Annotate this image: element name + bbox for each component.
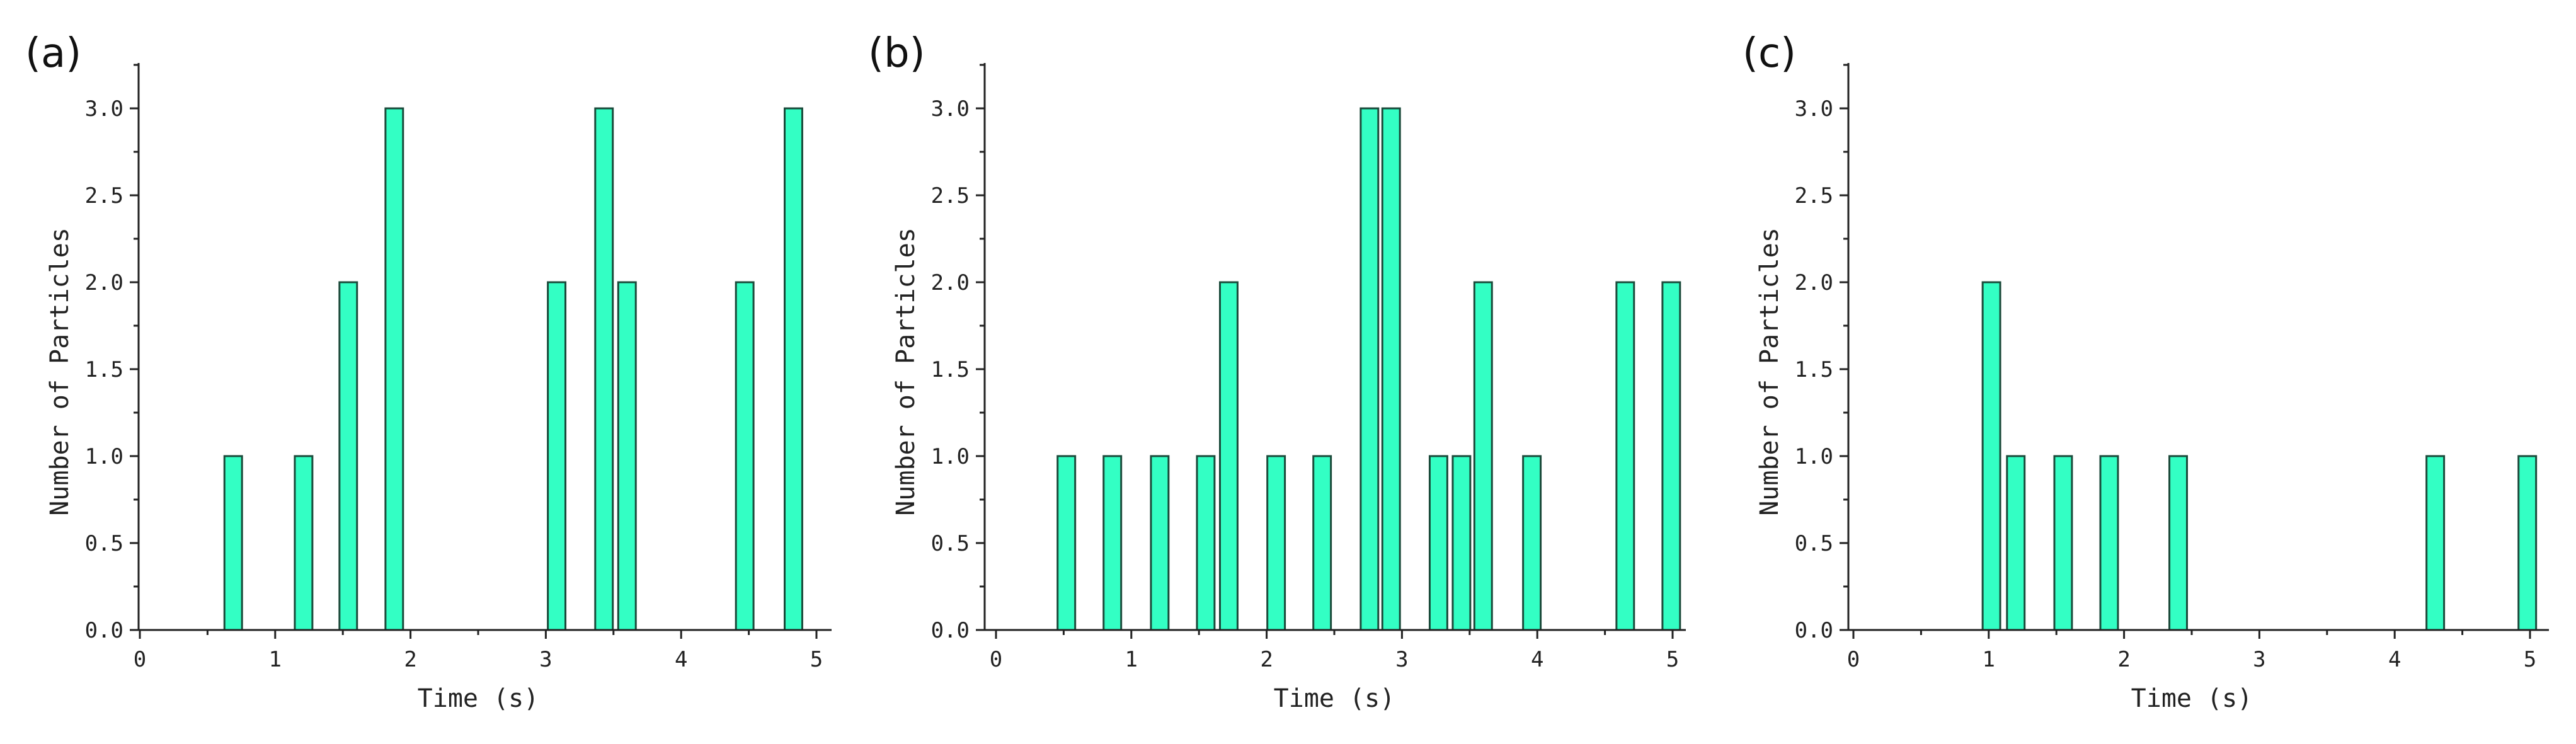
y-tick-label: 0.0: [1795, 618, 1833, 643]
chart-panel-b: (b) 0.0 0.5 1.0 1.5 2.0 2.5 3.0 0 1 2 3 4 5 Time (s) N…: [859, 0, 1717, 744]
x-tick-label: 2: [1260, 647, 1273, 672]
bar: [384, 107, 404, 631]
x-tick-label: 3: [539, 647, 552, 672]
bar: [735, 281, 755, 631]
x-tick-label: 0: [990, 647, 1002, 672]
y-axis-title: Number of Particles: [1755, 227, 1784, 516]
y-axis-title: Number of Particles: [891, 227, 920, 516]
bar: [2053, 455, 2073, 631]
bar: [2006, 455, 2026, 631]
bar: [1451, 455, 1472, 631]
x-tick-label: 4: [1531, 647, 1543, 672]
y-tick-label: 0.5: [931, 531, 970, 556]
y-tick-label: 1.0: [85, 444, 123, 469]
x-tick-label: 1: [269, 647, 282, 672]
panel-label: (c): [1743, 30, 1797, 77]
x-tick-label: 5: [1666, 647, 1679, 672]
bar: [1615, 281, 1635, 631]
bar: [1102, 455, 1123, 631]
y-tick-label: 0.0: [931, 618, 970, 643]
y-tick-label: 1.0: [931, 444, 970, 469]
y-tick-label: 1.5: [85, 357, 123, 382]
chart-svg-a: 0.0 0.5 1.0 1.5 2.0 2.5 3.0 0 1 2 3 4 5 Time (s) Numbe…: [45, 63, 832, 713]
x-tick-label: 1: [1125, 647, 1138, 672]
chart-svg-b: 0.0 0.5 1.0 1.5 2.0 2.5 3.0 0 1 2 3 4 5 Time (s) Numbe…: [891, 63, 1686, 713]
x-axis-title: Time (s): [1274, 684, 1395, 713]
y-tick-label: 3.0: [1795, 96, 1833, 122]
bar: [2168, 455, 2188, 631]
y-tick-label: 2.5: [931, 183, 970, 209]
y-tick-label: 0.0: [85, 618, 123, 643]
x-axis-title: Time (s): [418, 684, 539, 713]
bar: [594, 107, 614, 631]
x-tick-label: 3: [2253, 647, 2265, 672]
bar: [617, 281, 637, 631]
bar: [1473, 281, 1493, 631]
bar: [2099, 455, 2119, 631]
bar: [1360, 107, 1380, 631]
bar: [2517, 455, 2538, 631]
chart-panel-a: (a) 0.0 0.5 1.0 1.5 2.0 2.5 3.0 0 1 2 3 4 5 Time (s) N…: [0, 0, 859, 744]
x-tick-label: 4: [675, 647, 687, 672]
bar: [223, 455, 243, 631]
bar: [294, 455, 314, 631]
chart-svg-c: 0.0 0.5 1.0 1.5 2.0 2.5 3.0 0 1 2 3 4 5 Time (s) Numbe…: [1755, 63, 2549, 713]
bar: [1218, 281, 1239, 631]
y-tick-label: 0.5: [85, 531, 123, 556]
y-tick-label: 2.0: [85, 270, 123, 295]
x-tick-label: 3: [1395, 647, 1408, 672]
bar: [2425, 455, 2446, 631]
y-tick-label: 1.0: [1795, 444, 1833, 469]
x-tick-label: 5: [810, 647, 823, 672]
y-tick-label: 3.0: [931, 96, 970, 122]
bar: [1661, 281, 1681, 631]
y-tick-label: 1.5: [931, 357, 970, 382]
x-tick-label: 4: [2388, 647, 2401, 672]
y-tick-label: 2.0: [931, 270, 970, 295]
bar: [1312, 455, 1332, 631]
bar: [1056, 455, 1077, 631]
x-tick-label: 0: [1847, 647, 1860, 672]
x-tick-label: 2: [404, 647, 416, 672]
x-tick-label: 5: [2524, 647, 2536, 672]
bar: [1150, 455, 1170, 631]
y-tick-label: 1.5: [1795, 357, 1833, 382]
y-tick-label: 2.5: [1795, 183, 1833, 209]
bar: [1428, 455, 1448, 631]
y-tick-label: 2.5: [85, 183, 123, 209]
bar: [1381, 107, 1401, 631]
bar: [1981, 281, 2001, 631]
x-tick-label: 2: [2117, 647, 2130, 672]
bar: [338, 281, 358, 631]
bar: [547, 281, 567, 631]
x-axis-title: Time (s): [2131, 684, 2253, 713]
x-tick-label: 0: [134, 647, 146, 672]
y-axis-title: Number of Particles: [45, 227, 74, 516]
y-tick-label: 2.0: [1795, 270, 1833, 295]
panel-label: (b): [868, 30, 925, 77]
bar: [1522, 455, 1542, 631]
panel-label: (a): [25, 30, 82, 77]
chart-panel-c: (c) 0.0 0.5 1.0 1.5 2.0 2.5 3.0 0 1 2 3 4 5 Time (s) N…: [1717, 0, 2576, 744]
y-tick-label: 0.5: [1795, 531, 1833, 556]
y-tick-label: 3.0: [85, 96, 123, 122]
bar: [1266, 455, 1286, 631]
bar: [1196, 455, 1216, 631]
bar: [784, 107, 803, 631]
x-tick-label: 1: [1983, 647, 1995, 672]
